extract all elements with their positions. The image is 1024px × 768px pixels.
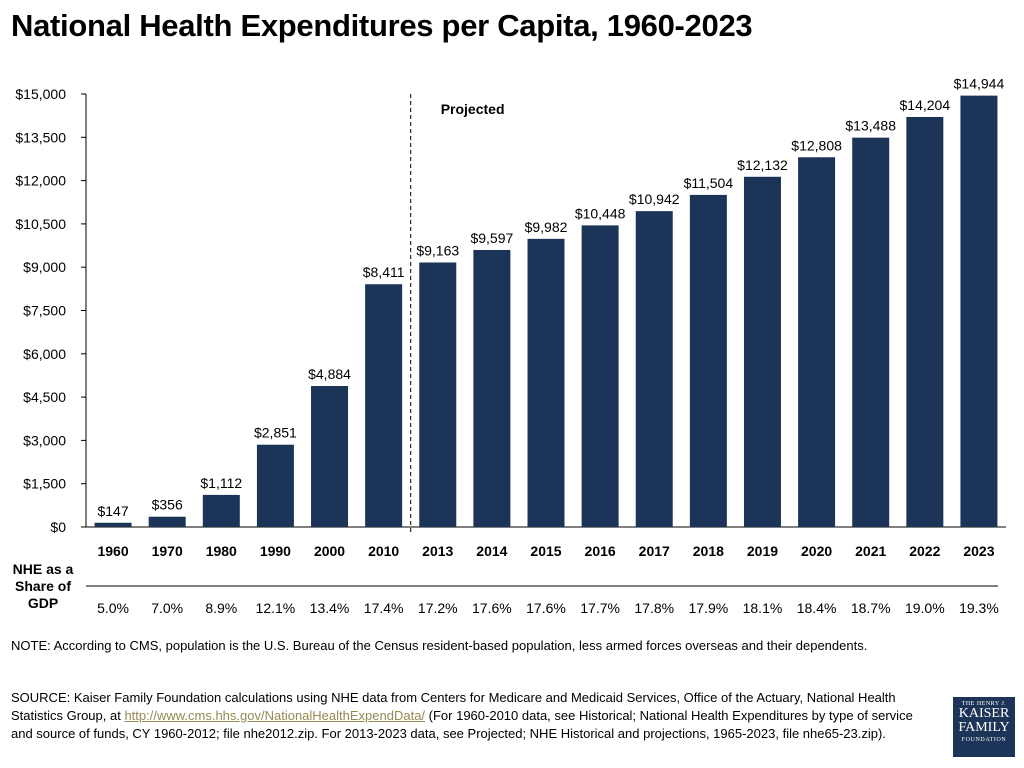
kaiser-family-foundation-logo: THE HENRY J. KAISER FAMILY FOUNDATION bbox=[953, 697, 1015, 757]
x-tick-label: 2021 bbox=[855, 543, 886, 559]
bar bbox=[94, 522, 132, 527]
gdp-share-value: 19.0% bbox=[905, 600, 945, 616]
y-tick-label: $6,000 bbox=[23, 346, 66, 362]
source-text: SOURCE: Kaiser Family Foundation calcula… bbox=[11, 689, 936, 743]
gdp-share-value: 17.7% bbox=[580, 600, 620, 616]
x-tick-label: 2017 bbox=[639, 543, 670, 559]
data-label: $8,411 bbox=[363, 264, 405, 280]
x-tick-label: 1970 bbox=[152, 543, 183, 559]
data-label: $10,448 bbox=[575, 205, 626, 221]
x-tick-label: 1980 bbox=[206, 543, 237, 559]
data-label: $147 bbox=[97, 503, 128, 519]
gdp-share-value: 18.4% bbox=[797, 600, 837, 616]
data-label: $14,944 bbox=[954, 76, 1005, 92]
bar bbox=[743, 176, 781, 527]
logo-line-1: THE HENRY J. bbox=[961, 701, 1007, 707]
x-tick-label: 2019 bbox=[747, 543, 778, 559]
data-label: $2,851 bbox=[254, 425, 297, 441]
gdp-share-value: 12.1% bbox=[256, 600, 296, 616]
data-label: $12,808 bbox=[791, 137, 842, 153]
bar bbox=[256, 444, 294, 527]
bar bbox=[906, 116, 944, 527]
y-tick-label: $9,000 bbox=[23, 259, 66, 275]
bar-chart: $0 $1,500 $3,000 $4,500 $6,000 $7,500 $9,000 $1… bbox=[15, 76, 1006, 616]
data-label: $4,884 bbox=[308, 366, 351, 382]
data-label: $10,942 bbox=[629, 191, 680, 207]
x-tick-label: 2023 bbox=[963, 543, 994, 559]
data-label: $9,597 bbox=[470, 230, 513, 246]
source-text-after: (For 1960-2010 data, see Historical; Nat… bbox=[11, 708, 913, 741]
source-link[interactable]: http://www.cms.hhs.gov/NationalHealthExp… bbox=[124, 708, 426, 723]
gdp-share-value: 18.7% bbox=[851, 600, 891, 616]
projected-annotation: Projected bbox=[441, 101, 505, 117]
bar bbox=[852, 137, 890, 527]
gdp-share-value: 17.4% bbox=[364, 600, 404, 616]
bar bbox=[202, 494, 240, 527]
y-tick-label: $1,500 bbox=[23, 476, 66, 492]
x-tick-label: 2016 bbox=[585, 543, 616, 559]
gdp-share-value: 5.0% bbox=[97, 600, 129, 616]
gdp-share-label: NHE as a Share of GDP bbox=[12, 561, 74, 611]
gdp-share-value: 17.6% bbox=[526, 600, 566, 616]
bar bbox=[798, 157, 836, 527]
bar bbox=[473, 249, 511, 527]
logo-line-3: FAMILY bbox=[958, 720, 1010, 735]
data-label: $11,504 bbox=[684, 175, 734, 191]
bar bbox=[581, 225, 619, 527]
y-tick-label: $13,500 bbox=[15, 129, 66, 145]
x-tick-label: 2015 bbox=[530, 543, 561, 559]
x-tick-label: 2013 bbox=[422, 543, 453, 559]
x-tick-label: 1960 bbox=[97, 543, 128, 559]
bar bbox=[689, 194, 727, 528]
logo-line-2: KAISER bbox=[958, 706, 1010, 721]
gdp-share-value: 18.1% bbox=[743, 600, 783, 616]
bar bbox=[311, 386, 349, 527]
chart-title: National Health Expenditures per Capita,… bbox=[11, 8, 753, 43]
gdp-share-value: 8.9% bbox=[205, 600, 237, 616]
gdp-share-value: 19.3% bbox=[959, 600, 999, 616]
data-label: $12,132 bbox=[737, 157, 788, 173]
note-text: NOTE: According to CMS, population is th… bbox=[11, 638, 868, 653]
data-label: $9,982 bbox=[525, 219, 568, 235]
bar bbox=[419, 262, 457, 527]
x-tick-label: 1990 bbox=[260, 543, 291, 559]
x-tick-label: 2018 bbox=[693, 543, 724, 559]
logo-line-4: FOUNDATION bbox=[961, 737, 1007, 743]
data-label: $1,112 bbox=[200, 475, 242, 491]
x-tick-label: 2010 bbox=[368, 543, 399, 559]
x-tick-label: 2020 bbox=[801, 543, 832, 559]
bar bbox=[960, 95, 998, 528]
x-tick-label: 2014 bbox=[476, 543, 507, 559]
x-tick-label: 2022 bbox=[909, 543, 940, 559]
bar bbox=[635, 211, 673, 527]
y-tick-label: $12,000 bbox=[15, 173, 66, 189]
data-label: $13,488 bbox=[845, 118, 896, 134]
bar bbox=[527, 238, 565, 527]
gdp-share-value: 17.8% bbox=[634, 600, 674, 616]
gdp-share-value: 17.9% bbox=[689, 600, 729, 616]
y-tick-label: $15,000 bbox=[15, 86, 66, 102]
y-tick-label: $10,500 bbox=[15, 216, 66, 232]
gdp-share-value: 17.2% bbox=[418, 600, 458, 616]
source-text-before: SOURCE: Kaiser Family Foundation calcula… bbox=[11, 690, 896, 723]
gdp-share-value: 17.6% bbox=[472, 600, 512, 616]
data-label: $14,204 bbox=[900, 97, 951, 113]
gdp-share-value: 7.0% bbox=[151, 600, 183, 616]
bar bbox=[148, 516, 186, 527]
y-tick-label: $3,000 bbox=[23, 432, 66, 448]
data-label: $356 bbox=[152, 497, 183, 513]
x-tick-label: 2000 bbox=[314, 543, 345, 559]
y-tick-label: $0 bbox=[50, 519, 66, 535]
y-tick-label: $4,500 bbox=[23, 389, 66, 405]
y-tick-label: $7,500 bbox=[23, 303, 66, 319]
bar bbox=[365, 284, 403, 527]
gdp-share-value: 13.4% bbox=[310, 600, 350, 616]
data-label: $9,163 bbox=[416, 242, 459, 258]
